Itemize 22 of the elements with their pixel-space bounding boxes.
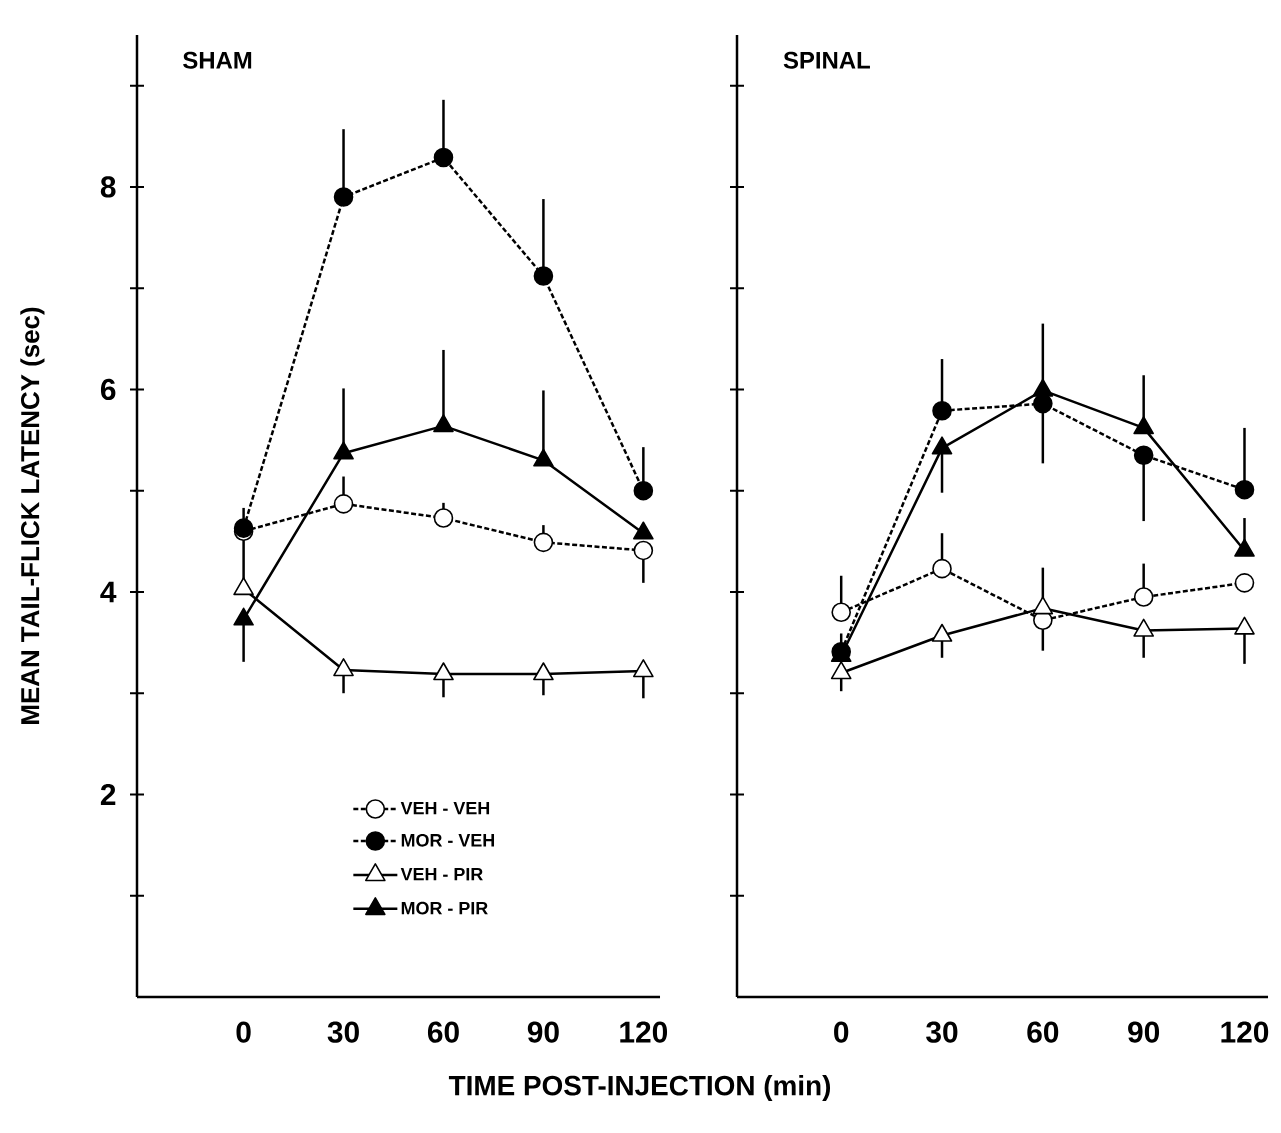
x-tick-label: 120 <box>1221 1021 1269 1043</box>
x-axis-title: TIME POST-INJECTION (min) <box>448 1075 831 1102</box>
text: SPINAL <box>783 51 870 69</box>
y-tick-label: 2 <box>100 784 116 805</box>
legend-label: VEH - VEH <box>400 802 490 815</box>
x-tick-label: 60 <box>1027 1021 1059 1043</box>
x-tick-label: 60 <box>427 1021 459 1043</box>
legend-label: MOR - PIR <box>401 901 488 915</box>
x-tick-label: 90 <box>527 1021 559 1043</box>
y-tick-label: 6 <box>100 378 116 401</box>
x-tick-label: 0 <box>236 1021 251 1043</box>
y-tick-label: 8 <box>100 176 116 198</box>
x-tick-label: 30 <box>926 1021 958 1043</box>
legend-label: MOR - VEH <box>401 833 495 847</box>
x-tick-label: 30 <box>327 1021 359 1043</box>
x-tick-label: 120 <box>620 1021 668 1043</box>
text: SHAM <box>183 51 252 69</box>
x-tick-label: 0 <box>834 1021 849 1043</box>
y-axis-title: MEAN TAIL-FLICK LATENCY (sec) <box>20 307 45 724</box>
y-tick-label: 4 <box>100 581 117 603</box>
legend-label: VEH - PIR <box>400 868 483 881</box>
x-tick-label: 90 <box>1128 1021 1160 1043</box>
